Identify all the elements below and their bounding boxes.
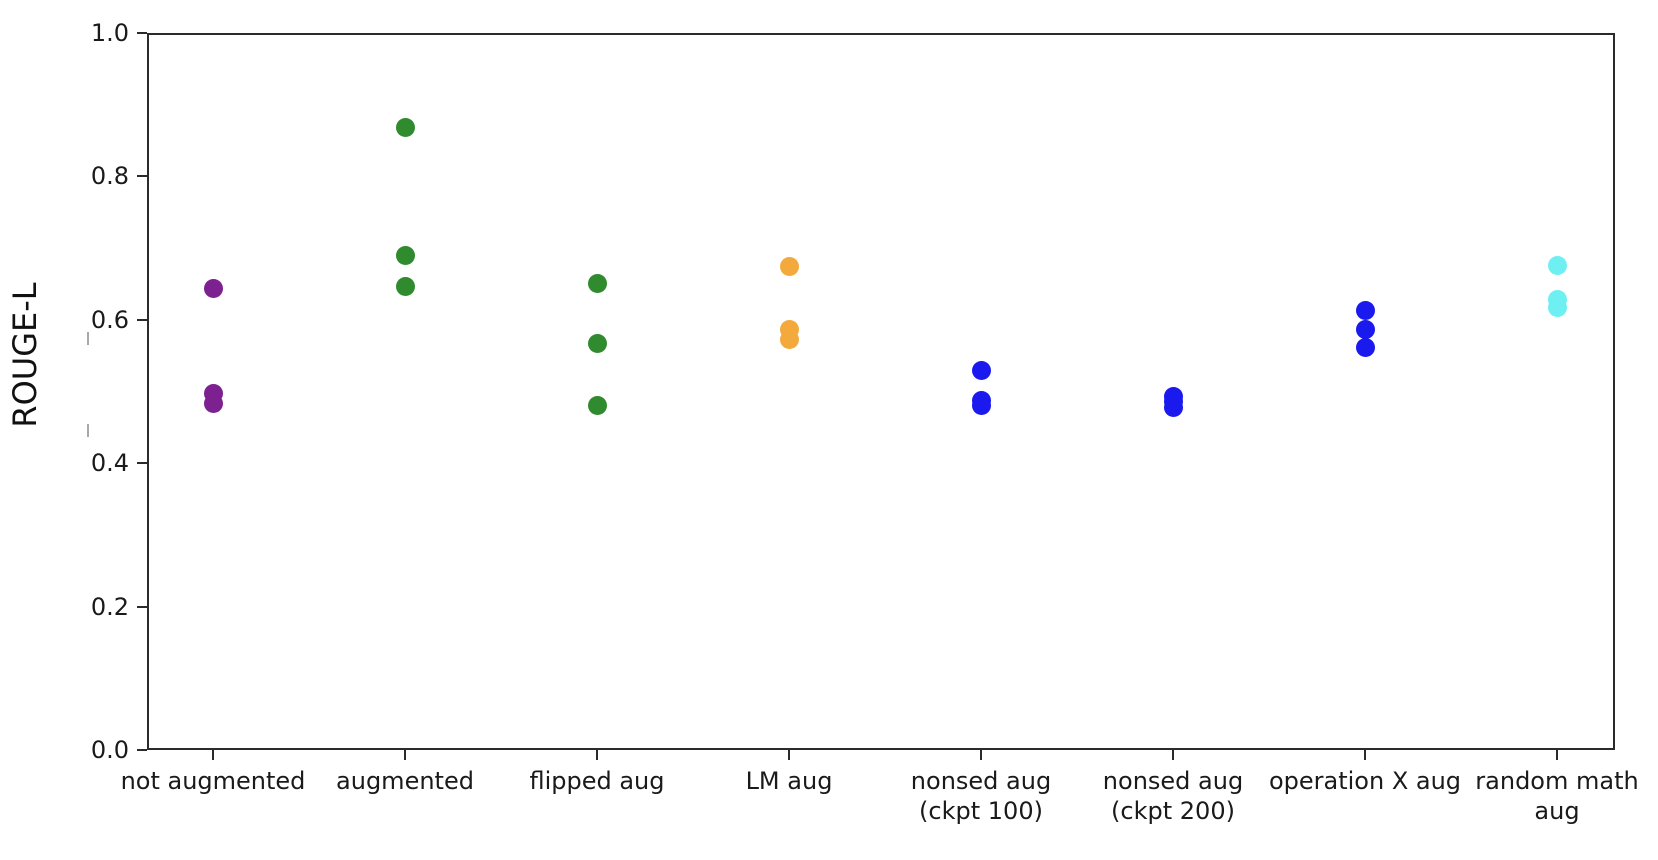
stray-mark-lower <box>87 424 89 437</box>
x-tick <box>212 750 214 760</box>
x-tick <box>1556 750 1558 760</box>
y-tick <box>137 749 147 751</box>
x-tick-label: random math aug <box>1475 767 1639 825</box>
x-tick <box>788 750 790 760</box>
y-axis-title: ROUGE-L <box>6 282 44 428</box>
y-tick-label: 0.2 <box>90 592 129 621</box>
data-point <box>779 330 799 350</box>
plot-area <box>147 33 1615 750</box>
x-tick <box>404 750 406 760</box>
data-point <box>1547 298 1567 318</box>
x-tick-label: flipped aug <box>529 767 665 795</box>
data-point <box>203 394 223 414</box>
x-tick <box>1364 750 1366 760</box>
data-point <box>395 246 415 266</box>
y-tick <box>137 318 147 321</box>
data-point <box>1163 397 1183 417</box>
y-tick-label: 0.4 <box>90 449 129 478</box>
data-point <box>587 333 607 353</box>
data-point <box>1355 338 1375 358</box>
x-tick <box>596 750 598 760</box>
x-tick-label: operation X aug <box>1268 767 1462 795</box>
x-tick <box>980 750 982 760</box>
data-point <box>1355 320 1375 340</box>
y-tick-label: 0.8 <box>90 162 129 191</box>
data-point <box>395 277 415 297</box>
y-tick-label: 0.0 <box>90 736 129 764</box>
data-point <box>779 257 799 277</box>
x-tick-label: not augmented <box>120 767 306 795</box>
data-point <box>971 395 991 415</box>
y-tick <box>137 605 147 608</box>
data-point <box>203 279 223 299</box>
y-tick <box>137 32 147 34</box>
stray-mark-upper <box>87 332 89 345</box>
y-tick <box>137 175 147 178</box>
x-tick-label: nonsed aug (ckpt 200) <box>1102 767 1244 825</box>
data-point <box>971 361 991 381</box>
data-point <box>587 395 607 415</box>
x-tick <box>1172 750 1174 760</box>
data-point <box>395 118 415 138</box>
y-tick-label: 1.0 <box>90 19 129 47</box>
y-tick <box>137 462 147 465</box>
x-tick-label: nonsed aug (ckpt 100) <box>910 767 1052 825</box>
y-tick-label: 0.6 <box>90 305 129 334</box>
data-point <box>1355 300 1375 320</box>
x-tick-label: LM aug <box>745 767 833 795</box>
x-tick-label: augmented <box>336 767 474 795</box>
data-point <box>1547 255 1567 275</box>
data-point <box>587 273 607 293</box>
